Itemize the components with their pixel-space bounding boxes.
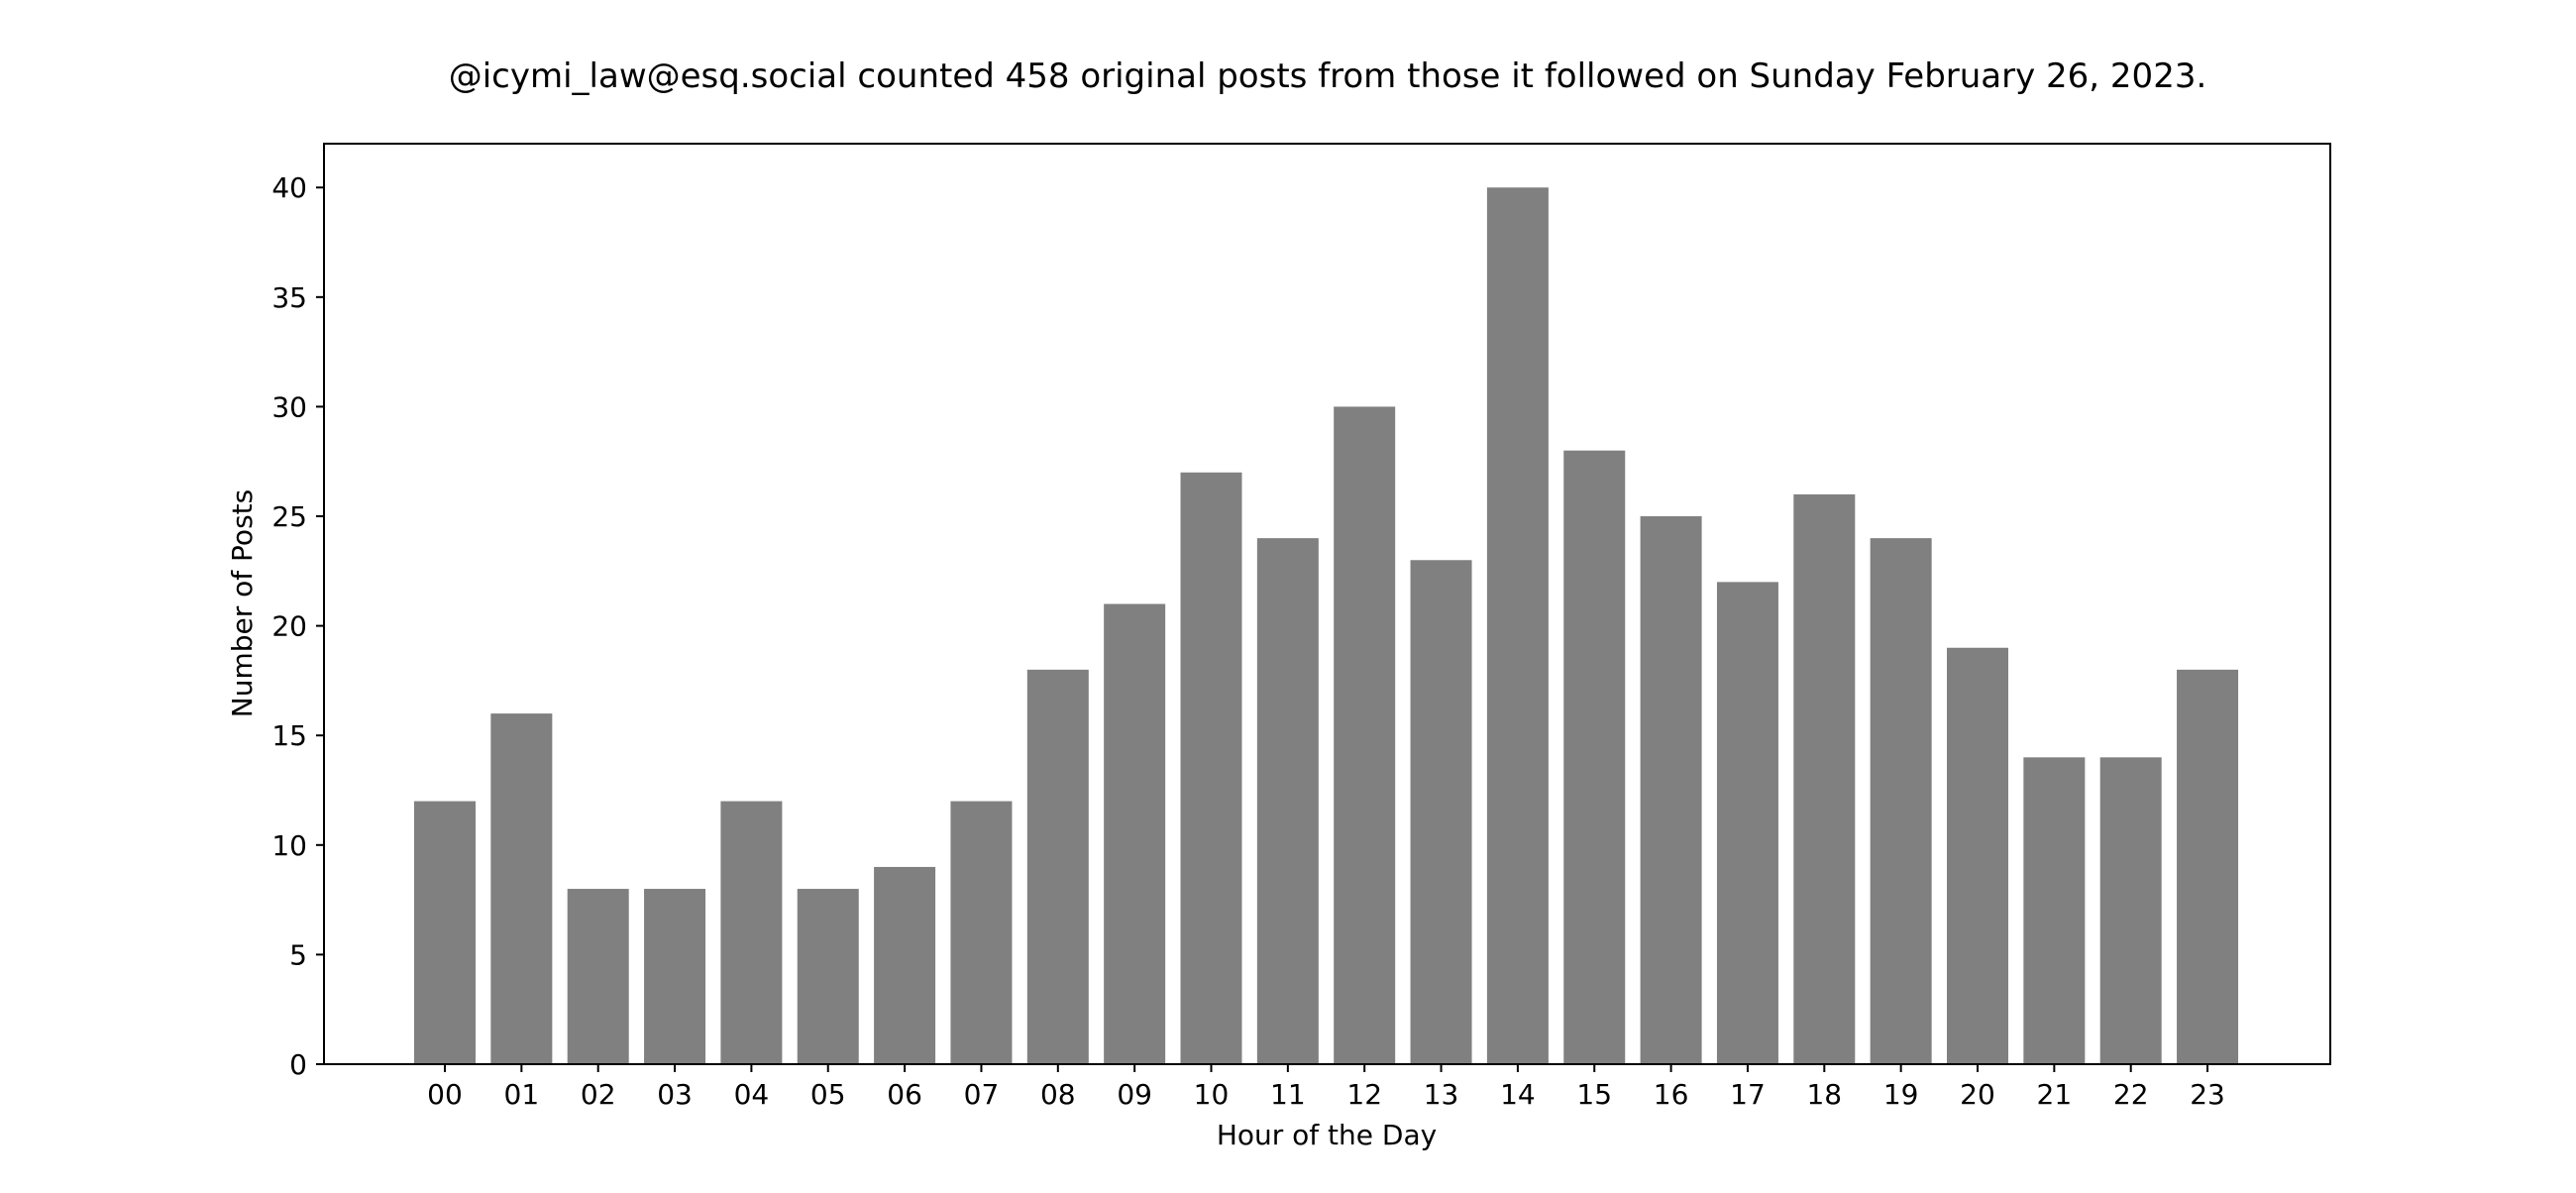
x-tick-label: 21 [2037, 1078, 2073, 1111]
x-tick-label: 16 [1654, 1078, 1689, 1111]
y-tick-label: 10 [271, 829, 307, 862]
bar-12 [1334, 406, 1396, 1064]
x-tick-label: 10 [1194, 1078, 1230, 1111]
x-tick-label: 06 [887, 1078, 922, 1111]
bar-18 [1793, 493, 1856, 1064]
x-tick-label: 22 [2113, 1078, 2149, 1111]
bar-20 [1947, 647, 2008, 1064]
y-tick-label: 5 [289, 938, 307, 971]
x-tick-label: 19 [1883, 1078, 1919, 1111]
bar-01 [490, 713, 553, 1064]
bar-11 [1256, 538, 1319, 1064]
bar-23 [2177, 669, 2239, 1064]
y-tick-label: 30 [271, 390, 307, 423]
x-tick-label: 00 [427, 1078, 463, 1111]
bar-22 [2099, 757, 2162, 1064]
bar-05 [797, 889, 859, 1064]
bar-10 [1180, 472, 1242, 1064]
bars-layer [414, 187, 2239, 1065]
x-tick-label: 14 [1500, 1078, 1536, 1111]
x-tick-label: 08 [1040, 1078, 1076, 1111]
bar-14 [1486, 187, 1549, 1065]
x-tick-label: 12 [1346, 1078, 1382, 1111]
y-tick-label: 15 [271, 719, 307, 752]
bar-17 [1716, 582, 1778, 1064]
x-tick-label: 23 [2190, 1078, 2225, 1111]
y-tick-label: 20 [271, 610, 307, 643]
x-axis-ticks: 00 01 02 03 04 05 06 07 08 09 10 11 12 13 14 15 16 17 18 19… [427, 1064, 2225, 1111]
y-axis-ticks: 0 5 10 15 20 25 30 35 40 [271, 171, 324, 1081]
bar-07 [950, 801, 1013, 1064]
x-tick-label: 04 [734, 1078, 770, 1111]
x-tick-label: 18 [1806, 1078, 1842, 1111]
x-tick-label: 03 [657, 1078, 693, 1111]
bar-00 [414, 801, 476, 1064]
bar-08 [1026, 669, 1089, 1064]
bar-06 [874, 866, 936, 1064]
x-tick-label: 01 [504, 1078, 540, 1111]
x-axis-label: Hour of the Day [1217, 1119, 1437, 1151]
y-tick-label: 40 [271, 171, 307, 204]
bar-09 [1104, 603, 1166, 1064]
x-tick-label: 07 [964, 1078, 1000, 1111]
bar-13 [1410, 560, 1472, 1064]
y-tick-label: 35 [271, 281, 307, 314]
x-tick-label: 11 [1270, 1078, 1306, 1111]
x-tick-label: 20 [1960, 1078, 1995, 1111]
x-tick-label: 09 [1117, 1078, 1152, 1111]
x-tick-label: 02 [581, 1078, 616, 1111]
bar-02 [567, 889, 629, 1064]
bar-04 [720, 801, 783, 1064]
bar-15 [1563, 450, 1626, 1064]
plot-frame [323, 143, 2331, 1065]
chart-title: @icymi_law@esq.social counted 458 origin… [449, 56, 2207, 96]
x-tick-label: 05 [810, 1078, 846, 1111]
bar-16 [1640, 516, 1702, 1064]
bar-19 [1870, 538, 1932, 1064]
x-tick-label: 17 [1730, 1078, 1766, 1111]
y-tick-label: 25 [271, 500, 307, 533]
bar-03 [644, 889, 706, 1064]
bar-21 [2023, 757, 2086, 1064]
y-tick-label: 0 [289, 1048, 307, 1081]
y-axis-label: Number of Posts [226, 489, 259, 717]
x-tick-label: 15 [1576, 1078, 1612, 1111]
x-tick-label: 13 [1424, 1078, 1459, 1111]
